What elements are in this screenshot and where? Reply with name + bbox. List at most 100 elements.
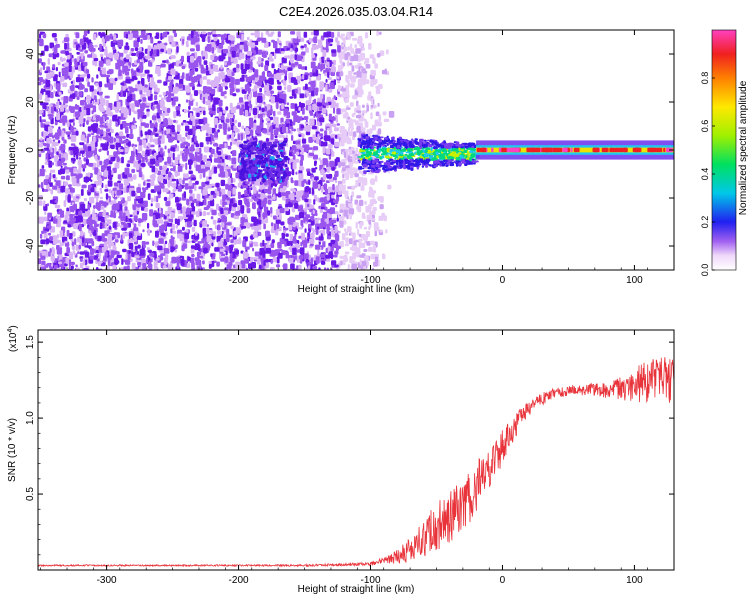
heatmap-cell [244, 246, 250, 250]
heatmap-cell [140, 255, 145, 259]
heatmap-cell [293, 115, 299, 123]
heatmap-cell [360, 127, 366, 132]
heatmap-cell [294, 158, 300, 163]
heatmap-cell [325, 61, 328, 66]
heatmap-cell [178, 83, 183, 89]
heatmap-cell [69, 214, 74, 221]
heatmap-cell [70, 238, 74, 242]
heatmap-cell [157, 69, 161, 77]
heatmap-cell [233, 119, 238, 124]
heatmap-cell [183, 191, 186, 198]
heatmap-cell [180, 209, 183, 214]
heatmap-cell [339, 220, 344, 228]
heatmap-cell [94, 221, 97, 228]
heatmap-cell [314, 176, 319, 181]
heatmap-cell [79, 38, 84, 45]
heatmap-cell [338, 162, 343, 166]
heatmap-cell [82, 109, 87, 117]
heatmap-cell [265, 247, 272, 254]
heatmap-cell [299, 93, 305, 99]
heatmap-cell [134, 255, 140, 259]
heatmap-cell [166, 222, 173, 227]
heatmap-cell [198, 255, 203, 259]
heatmap-cell [104, 251, 108, 257]
heatmap-cell [332, 184, 335, 191]
heatmap-cell [300, 37, 305, 42]
heatmap-cell [351, 37, 358, 41]
heatmap-cell [211, 242, 214, 247]
heatmap-cell [288, 257, 294, 263]
heatmap-cell [223, 127, 227, 135]
heatmap-cell [287, 85, 292, 93]
heatmap-cell [368, 42, 372, 50]
heatmap-cell [206, 212, 210, 216]
heatmap-cell [352, 252, 356, 260]
heatmap-cell [210, 198, 215, 207]
heatmap-cell [254, 232, 258, 238]
heatmap-cell [123, 266, 128, 270]
heatmap-cell [202, 117, 208, 125]
heatmap-cell [84, 88, 88, 93]
heatmap-cell [104, 184, 108, 189]
heatmap-cell [253, 216, 257, 224]
heatmap-cell [117, 222, 120, 227]
heatmap-cell [114, 163, 120, 169]
heatmap-cell [154, 263, 157, 270]
heatmap-cell [134, 47, 139, 51]
heatmap-cell [371, 193, 375, 199]
heatmap-cell [188, 99, 194, 106]
heatmap-cell [253, 186, 257, 194]
heatmap-cell [331, 227, 334, 231]
heatmap-cell [63, 220, 68, 224]
heatmap-cell [344, 251, 350, 255]
heatmap-cell [98, 129, 104, 135]
heatmap-cell [39, 93, 43, 100]
heatmap-cell [185, 132, 188, 137]
heatmap-cell [289, 48, 293, 53]
heatmap-cell [77, 251, 80, 255]
heatmap-cell [123, 223, 129, 229]
heatmap-cell [193, 52, 198, 59]
heatmap-cell [191, 226, 196, 232]
heatmap-cell [359, 42, 363, 48]
heatmap-cell [326, 228, 330, 235]
heatmap-cell [225, 155, 228, 160]
heatmap-cell [168, 136, 173, 143]
heatmap-cell [151, 106, 155, 111]
heatmap-cell [377, 128, 382, 135]
heatmap-cell [122, 135, 126, 139]
heatmap-cell [199, 58, 202, 66]
heatmap-cell [237, 122, 241, 128]
heatmap-cell [276, 38, 280, 43]
heatmap-cell [103, 163, 107, 168]
heatmap-cell [104, 95, 110, 99]
heatmap-cell [280, 72, 285, 76]
heatmap-cell [206, 185, 212, 189]
heatmap-cell [38, 33, 42, 39]
heatmap-cell [88, 162, 94, 167]
heatmap-cell [261, 266, 265, 270]
heatmap-cell [119, 210, 123, 217]
heatmap-cell [317, 184, 321, 189]
heatmap-cell [63, 181, 68, 186]
heatmap-cell [166, 96, 172, 103]
heatmap-cell [297, 116, 303, 121]
heatmap-cell [195, 148, 200, 153]
heatmap-cell [197, 31, 200, 35]
heatmap-cell [228, 34, 233, 41]
heatmap-cell [279, 248, 283, 252]
heatmap-cell [140, 38, 143, 44]
heatmap-cell [49, 146, 53, 150]
heatmap-cell [272, 96, 275, 100]
heatmap-cell [41, 81, 44, 86]
heatmap-cell [111, 190, 115, 198]
heatmap-cell [334, 141, 340, 147]
heatmap-cell [38, 258, 42, 265]
heatmap-cell [276, 264, 281, 268]
heatmap-cell [320, 206, 325, 210]
heatmap-cell [84, 50, 88, 54]
heatmap-cell [218, 99, 223, 107]
heatmap-cell [198, 201, 204, 206]
heatmap-cell [294, 247, 297, 253]
heatmap-cell [95, 202, 101, 210]
